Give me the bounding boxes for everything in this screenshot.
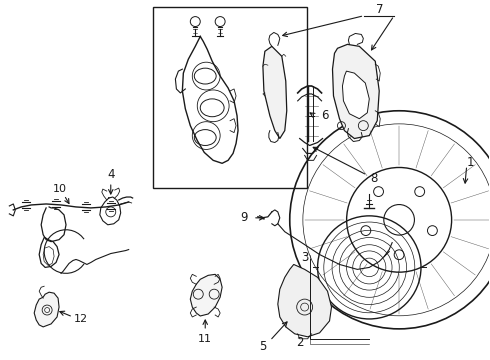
Polygon shape: [190, 274, 222, 316]
Polygon shape: [343, 71, 369, 119]
Text: 5: 5: [259, 340, 267, 353]
Text: 11: 11: [198, 334, 212, 344]
Polygon shape: [263, 46, 287, 139]
Text: 10: 10: [53, 184, 67, 194]
Polygon shape: [333, 44, 379, 139]
Text: 12: 12: [74, 314, 88, 324]
Text: 2: 2: [296, 336, 303, 349]
Polygon shape: [278, 265, 332, 337]
Text: 4: 4: [107, 168, 115, 181]
Text: 1: 1: [467, 156, 474, 169]
Bar: [152, 7, 307, 188]
Text: 9: 9: [240, 211, 248, 224]
Text: 6: 6: [321, 109, 328, 122]
Text: 3: 3: [301, 251, 308, 264]
Polygon shape: [34, 292, 59, 327]
Text: 7: 7: [376, 3, 384, 16]
Text: 8: 8: [370, 172, 378, 185]
